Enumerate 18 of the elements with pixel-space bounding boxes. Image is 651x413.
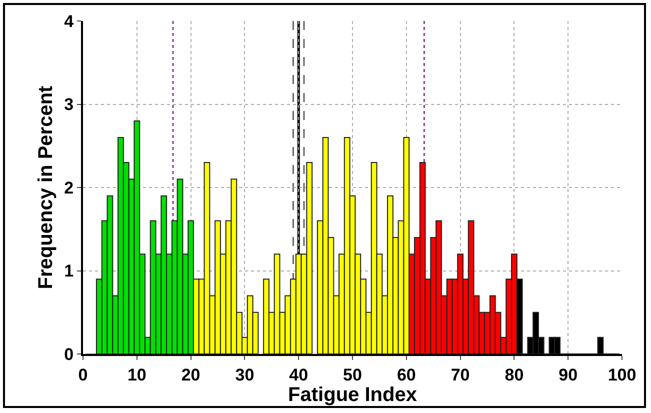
y-tick-label: 3: [64, 95, 74, 114]
x-tick-label: 10: [127, 365, 146, 384]
x-axis-title: Fatigue Index: [288, 384, 417, 406]
x-tick-label: 90: [558, 365, 578, 384]
y-tick-label: 2: [64, 178, 74, 198]
y-tick-label: 0: [64, 344, 74, 364]
y-tick-label: 1: [64, 262, 74, 281]
x-tick-label: 20: [181, 365, 200, 384]
x-tick-label: 40: [289, 365, 308, 384]
x-tick-label: 0: [78, 365, 88, 384]
x-tick-label: 50: [343, 365, 362, 384]
x-tick-label: 30: [235, 365, 254, 384]
x-tick-label: 80: [504, 365, 524, 384]
x-tick-label: 70: [450, 365, 470, 384]
x-tick-label: 60: [396, 365, 416, 384]
y-axis-title: Frequency in Percent: [35, 85, 58, 290]
x-tick-label: 100: [608, 365, 636, 384]
y-tick-label: 4: [64, 12, 74, 31]
